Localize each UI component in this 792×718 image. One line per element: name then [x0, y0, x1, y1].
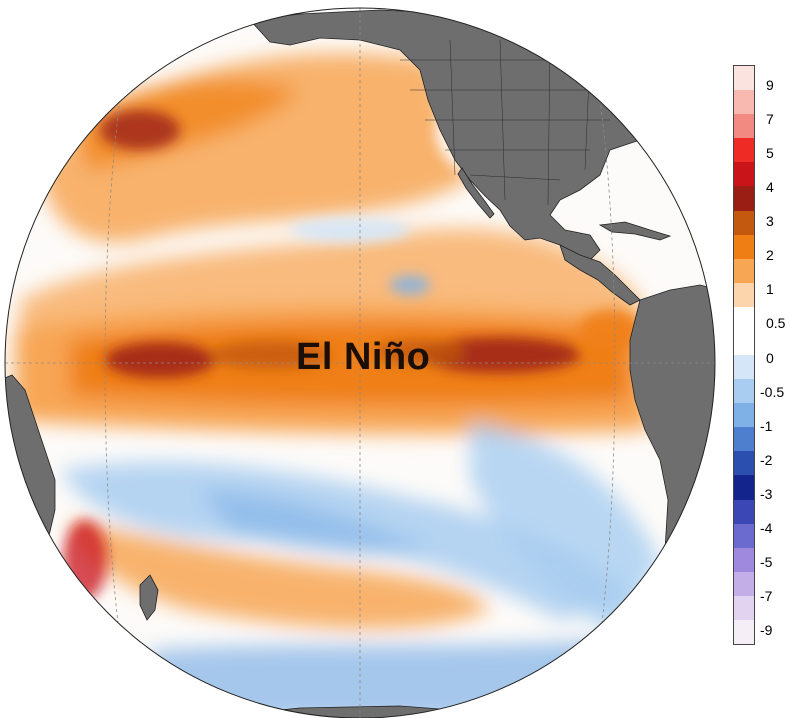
equatorial-core-central [210, 341, 330, 369]
colorbar [733, 65, 755, 645]
colorbar-swatch [734, 234, 754, 260]
east-warm-patch [580, 310, 640, 350]
colorbar-tick-label: 0 [766, 349, 774, 366]
central-america-landmass [559, 244, 641, 306]
new-zealand [139, 574, 159, 621]
colorbar-tick-label: -9 [760, 622, 773, 638]
colorbar-swatch [734, 595, 754, 621]
colorbar-tick-label: 3 [766, 213, 774, 230]
colorbar-tick-label: 5 [766, 145, 774, 162]
colorbar-tick-label: 4 [766, 179, 774, 196]
colorbar-swatch [734, 66, 754, 91]
state-borders [400, 39, 620, 206]
colorbar-swatch [734, 619, 754, 645]
colorbar-tick-label: 2 [766, 247, 774, 264]
colorbar-swatch [734, 162, 754, 187]
equatorial-core-east-2 [375, 340, 465, 364]
baja-california [457, 167, 495, 219]
colorbar-swatch [734, 523, 754, 549]
colorbar-swatch [734, 379, 754, 404]
equatorial-core-east [420, 337, 580, 373]
colorbar-swatch [734, 451, 754, 476]
equatorial-core-west [105, 342, 215, 378]
world-map [4, 7, 716, 718]
south-pacific-cool-core [200, 490, 430, 555]
nw-pacific-hotspot [100, 110, 180, 150]
north-cool-patch [290, 218, 410, 242]
colorbar-swatch [734, 499, 754, 525]
colorbar-tick-label: 9 [766, 77, 774, 93]
colorbar-swatch [734, 547, 754, 573]
globe-outline [4, 7, 716, 718]
colorbar-tick-label: -3 [760, 485, 773, 502]
colorbar-swatch [734, 282, 754, 308]
colorbar-swatch [734, 330, 754, 356]
colorbar-swatch [734, 114, 754, 139]
el-nino-label: El Niño [296, 336, 431, 378]
colorbar-tick-label: 7 [766, 111, 774, 128]
colorbar-tick-label: -1 [760, 417, 773, 434]
colorbar-swatch [734, 475, 754, 500]
colorbar-tick-label: -7 [760, 587, 773, 604]
colorbar-swatch [734, 306, 754, 332]
colorbar-swatch [734, 427, 754, 452]
subtropical-warm-band [20, 228, 640, 330]
graticule [5, 8, 715, 718]
colorbar-swatch [734, 403, 754, 428]
colorbar-swatch [734, 210, 754, 236]
colorbar-tick-label: 0.5 [766, 315, 786, 332]
colorbar-swatch [734, 355, 754, 380]
caribbean-islands [598, 221, 672, 241]
colorbar-swatch [734, 571, 754, 597]
central-cool-spot [390, 275, 430, 295]
colorbar-swatch [734, 138, 754, 163]
colorbar-tick-label: -0.5 [760, 383, 785, 400]
east-pacific-cool [470, 420, 660, 640]
colorbar-tick-label: -5 [760, 553, 773, 570]
colorbar-tick-label: -4 [760, 519, 773, 536]
colorbar-tick-label: -2 [760, 451, 773, 468]
colorbar-swatch [734, 186, 754, 211]
colorbar-swatch [734, 90, 754, 115]
colorbar-tick-label: 1 [766, 281, 774, 298]
colorbar-swatch [734, 258, 754, 284]
south-warm-band [70, 520, 490, 629]
